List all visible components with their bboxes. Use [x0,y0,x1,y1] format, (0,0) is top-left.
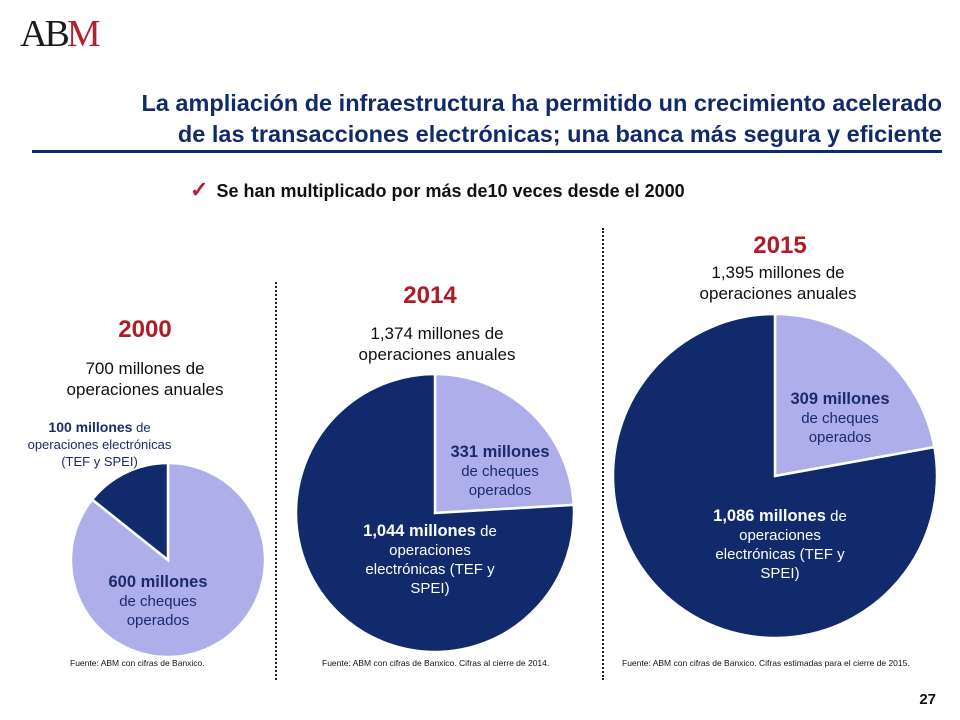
divider-1 [275,282,277,680]
pie-chart-2014 [295,373,575,653]
year-2014: 2014 [403,282,457,309]
checkmark-icon: ✓ [190,177,209,202]
page-title: La ampliación de infraestructura ha perm… [20,88,942,150]
subtitle: ✓ Se han multiplicado por más de10 veces … [190,177,685,203]
desc-electronic-2000: operaciones electrónicas (TEF y SPEI) [27,437,172,469]
desc-cheques-2000: de cheques operados [119,593,197,629]
pie-chart-2000 [70,462,266,658]
logo-letter-b: B [44,13,69,55]
desc-electronic-2014: operaciones electrónicas (TEF y SPEI) [365,542,495,597]
pie-slice-electronic-2000 [90,462,170,563]
label-cheques-2015: 309 millones de cheques operados [778,390,902,447]
label-electronic-2015: 1,086 millones de operaciones electrónic… [695,507,865,583]
subtitle-text: Se han multiplicado por más de10 veces d… [216,181,685,201]
desc-cheques-2015: de cheques operados [801,410,879,446]
source-2015: Fuente: ABM con cifras de Banxico. Cifra… [622,658,910,668]
pie-slice-electronic-2014 [295,373,575,653]
pie-slice-cheques-2000 [70,462,266,658]
label-cheques-2014: 331 millones de cheques operados [440,443,560,500]
desc-electronic-2015: operaciones electrónicas (TEF y SPEI) [715,527,845,582]
pie-slice-cheques-2014 [433,373,575,515]
logo-letter-m: M [66,13,101,55]
divider-2 [602,228,604,680]
title-underline [32,150,942,153]
value-electronic-2015: 1,086 millones [713,507,826,525]
label-electronic-2014: 1,044 millones de operaciones electrónic… [345,522,515,598]
abm-logo: ABM [20,12,101,56]
suffix-electronic-2014: de [480,523,497,540]
label-electronic-2000: 100 millones de operaciones electrónicas… [12,419,187,470]
label-cheques-2000: 600 millones de cheques operados [98,573,218,630]
pie-chart-2015 [612,313,938,639]
desc-cheques-2014: de cheques operados [461,463,539,499]
total-2014: 1,374 millones de operaciones anuales [358,324,516,364]
page-number: 27 [919,691,936,708]
suffix-electronic-2015: de [830,508,847,525]
title-line-1: La ampliación de infraestructura ha perm… [141,90,942,116]
value-cheques-2014: 331 millones [450,443,550,461]
total-2000: 700 millones de operaciones anuales [66,359,224,399]
year-2000: 2000 [118,316,172,343]
title-line-2: de las transacciones electrónicas; una b… [177,121,942,147]
source-2000: Fuente: ABM con cifras de Banxico. [70,658,205,668]
total-2015: 1,395 millones de operaciones anuales [699,263,857,303]
year-2015: 2015 [753,232,807,259]
source-2014: Fuente: ABM con cifras de Banxico. Cifra… [322,658,550,668]
value-electronic-2000: 100 millones [48,419,133,435]
logo-letter-a: A [20,13,48,55]
pie-slice-cheques-2015 [773,313,936,478]
value-electronic-2014: 1,044 millones [363,522,476,540]
value-cheques-2015: 309 millones [790,390,890,408]
suffix-electronic-2000: de [136,420,151,435]
value-cheques-2000: 600 millones [108,573,208,591]
pie-slice-electronic-2015 [612,313,938,639]
